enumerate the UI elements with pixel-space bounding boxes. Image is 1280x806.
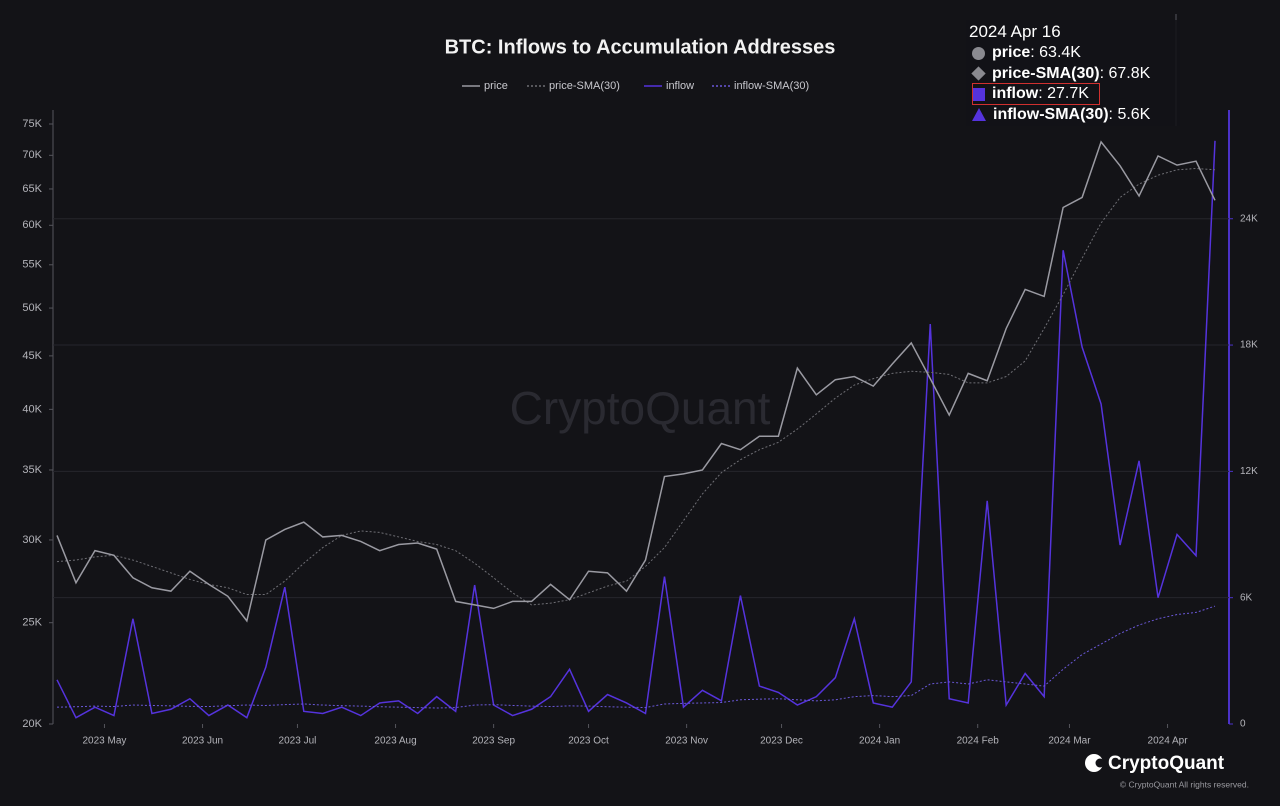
y-tick-label: 65K: [22, 183, 42, 195]
tooltip-row: inflow27.7K: [972, 85, 1089, 103]
y-tick-label: 40K: [22, 403, 42, 415]
tooltip-row: price63.4K: [972, 44, 1081, 62]
x-tick-label: 2023 Sep: [472, 736, 515, 747]
y-tick-label: 70K: [22, 149, 42, 161]
tooltip-icon: [972, 108, 986, 121]
series-line: [56, 140, 1216, 719]
y-tick-label: 25K: [22, 617, 42, 629]
x-tick-label: 2023 Jul: [279, 736, 317, 747]
x-tick-label: 2023 Oct: [568, 736, 609, 747]
y-tick-label: 60K: [22, 219, 42, 231]
y2-tick-label: 6K: [1240, 592, 1253, 603]
tooltip-icon: [972, 87, 985, 101]
brand-logo: [1085, 754, 1105, 772]
tooltip-icon: [971, 66, 986, 81]
x-tick-label: 2023 Aug: [374, 736, 416, 747]
tooltip-name: price-SMA(30): [992, 64, 1100, 82]
y-tick-label: 30K: [22, 534, 42, 546]
tooltip-value: 5.6K: [1109, 106, 1150, 124]
tooltip-row: inflow-SMA(30)5.6K: [972, 106, 1150, 124]
y2-tick-label: 0: [1240, 719, 1246, 730]
tooltip-name: price: [992, 44, 1031, 61]
tooltip-value: 63.4K: [1030, 44, 1081, 62]
x-tick-label: 2024 Mar: [1048, 736, 1091, 747]
y-tick-label: 50K: [22, 302, 42, 314]
x-tick-label: 2023 Jun: [182, 736, 223, 747]
series-line: [56, 605, 1216, 709]
legend-label: inflow: [666, 80, 694, 92]
copyright: © CryptoQuant All rights reserved.: [1120, 779, 1249, 789]
y-tick-label: 20K: [22, 718, 42, 730]
legend-label: inflow-SMA(30): [734, 80, 809, 92]
chart-title: BTC: Inflows to Accumulation Addresses: [445, 36, 836, 58]
tooltip-row: price-SMA(30)67.8K: [971, 64, 1150, 83]
tooltip-date: 2024 Apr 16: [969, 22, 1061, 41]
tooltip-icon: [972, 46, 985, 60]
legend-label: price-SMA(30): [549, 80, 620, 92]
x-tick-label: 2023 Dec: [760, 736, 803, 747]
watermark: CryptoQuant: [510, 382, 771, 434]
tooltip: 2024 Apr 16 price63.4K price-SMA(30)67.8K…: [966, 20, 1180, 126]
y2-tick-label: 18K: [1240, 340, 1258, 351]
x-tick-label: 2024 Jan: [859, 736, 900, 747]
y-tick-label: 35K: [22, 464, 42, 476]
legend-label: price: [484, 80, 508, 92]
x-tick-label: 2024 Feb: [957, 736, 1000, 747]
highlight-box: [972, 83, 1100, 105]
x-tick-label: 2024 Apr: [1148, 736, 1189, 747]
x-tick-label: 2023 Nov: [665, 736, 708, 747]
tooltip-name: inflow-SMA(30): [993, 105, 1109, 123]
x-tick-label: 2023 May: [82, 736, 126, 747]
brand: CryptoQuant: [1108, 753, 1225, 774]
tooltip-value: 27.7K: [1038, 85, 1089, 103]
y-tick-label: 45K: [22, 350, 42, 362]
y-tick-label: 55K: [22, 259, 42, 271]
tooltip-value: 67.8K: [1100, 65, 1150, 83]
y2-tick-label: 12K: [1240, 466, 1258, 477]
tooltip-name: inflow: [992, 85, 1039, 102]
series-line: [56, 167, 1216, 606]
y2-tick-label: 24K: [1240, 213, 1258, 224]
series-line: [56, 140, 1216, 623]
y-tick-label: 75K: [22, 118, 42, 130]
